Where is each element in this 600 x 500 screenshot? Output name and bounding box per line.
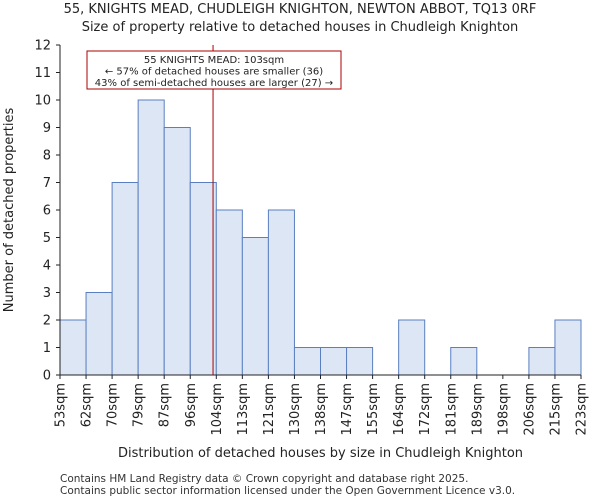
annotation-box xyxy=(86,50,342,90)
x-tick-label: 138sqm xyxy=(314,383,329,436)
footer-line-1: Contains HM Land Registry data © Crown c… xyxy=(60,473,469,485)
y-tick-label: 5 xyxy=(43,231,51,246)
x-tick-label: 104sqm xyxy=(210,383,225,436)
x-tick-label: 172sqm xyxy=(418,383,433,436)
y-tick-label: 6 xyxy=(43,204,51,219)
bar xyxy=(450,347,478,376)
y-tick-label: 11 xyxy=(34,66,51,81)
y-axis-title: Number of detached properties xyxy=(2,108,17,313)
footer-line-2: Contains public sector information licen… xyxy=(60,485,516,497)
y-tick-label: 0 xyxy=(43,369,51,384)
x-tick-label: 96sqm xyxy=(184,383,199,427)
y-tick-label: 2 xyxy=(43,314,51,329)
y-tick-label: 9 xyxy=(43,121,51,136)
y-tick-label: 7 xyxy=(43,176,51,191)
x-tick-label: 181sqm xyxy=(444,383,459,436)
x-tick-label: 121sqm xyxy=(262,383,277,436)
x-tick-label: 198sqm xyxy=(496,383,511,436)
x-tick-label: 155sqm xyxy=(366,383,381,436)
bar xyxy=(346,347,374,376)
x-axis-title: Distribution of detached houses by size … xyxy=(118,446,523,461)
x-tick-label: 223sqm xyxy=(575,383,590,436)
x-tick-label: 62sqm xyxy=(80,383,95,427)
x-tick-label: 164sqm xyxy=(392,383,407,436)
bar xyxy=(111,182,139,376)
y-tick-label: 4 xyxy=(43,259,51,274)
x-tick-label: 215sqm xyxy=(548,383,563,436)
bar xyxy=(189,182,217,376)
bar xyxy=(267,209,295,376)
bar xyxy=(528,347,556,376)
bar xyxy=(137,99,165,376)
bar xyxy=(554,319,582,376)
annotation-line-3: 43% of semi-detached houses are larger (… xyxy=(95,78,333,89)
y-tick-label: 10 xyxy=(34,94,51,109)
chart-title: 55, KNIGHTS MEAD, CHUDLEIGH KNIGHTON, NE… xyxy=(63,2,537,17)
x-tick-label: 189sqm xyxy=(470,383,485,436)
x-tick-label: 130sqm xyxy=(288,383,303,436)
chart-subtitle: Size of property relative to detached ho… xyxy=(81,20,519,35)
bar xyxy=(241,237,269,376)
bar xyxy=(215,209,243,376)
annotation-line-1: 55 KNIGHTS MEAD: 103sqm xyxy=(144,55,284,66)
bar xyxy=(59,319,87,376)
x-tick-label: 113sqm xyxy=(236,383,251,436)
bar xyxy=(398,319,426,376)
x-tick-label: 53sqm xyxy=(54,383,69,427)
y-tick-label: 12 xyxy=(34,39,51,54)
bar xyxy=(85,292,113,376)
x-tick-label: 87sqm xyxy=(158,383,173,427)
y-tick-label: 8 xyxy=(43,149,51,164)
annotation-line-2: ← 57% of detached houses are smaller (36… xyxy=(105,67,323,78)
bar xyxy=(163,127,191,376)
y-tick-label: 1 xyxy=(43,341,51,356)
y-tick-label: 3 xyxy=(43,286,51,301)
bar xyxy=(320,347,348,376)
bar xyxy=(293,347,322,376)
x-tick-label: 70sqm xyxy=(106,383,121,427)
x-tick-label: 79sqm xyxy=(132,383,147,427)
x-tick-label: 206sqm xyxy=(522,383,537,436)
x-tick-label: 147sqm xyxy=(340,383,355,436)
